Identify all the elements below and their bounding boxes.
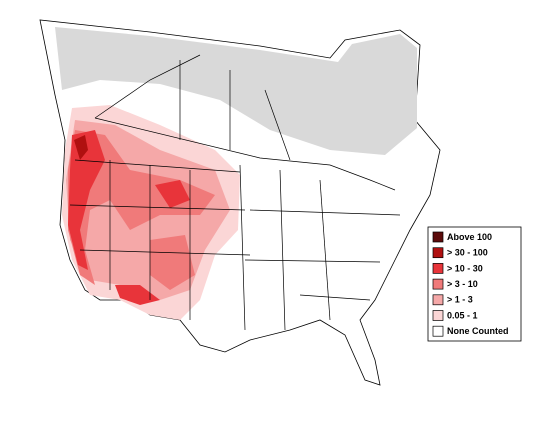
legend-label: None Counted xyxy=(447,326,509,336)
legend-swatch xyxy=(432,310,444,321)
legend-label: Above 100 xyxy=(447,232,492,242)
legend-swatch xyxy=(432,278,444,290)
borders xyxy=(69,54,401,331)
legend-label: > 30 - 100 xyxy=(447,248,488,258)
legend-swatch xyxy=(432,247,444,259)
legend-label: > 10 - 30 xyxy=(447,263,483,273)
legend: Above 100 > 30 - 100 > 10 - 30 > 3 - 10 > 1 … xyxy=(432,231,509,337)
legend-swatch xyxy=(432,325,444,337)
abundance-areas xyxy=(62,105,240,320)
legend-label: 0.05 - 1 xyxy=(447,310,478,320)
legend-swatch xyxy=(432,231,444,243)
legend-label: > 3 - 10 xyxy=(447,279,478,289)
legend-box xyxy=(427,226,522,342)
legend-swatch xyxy=(432,294,444,306)
legend-swatch xyxy=(432,263,444,274)
no-data-region xyxy=(55,27,417,155)
legend-label: > 1 - 3 xyxy=(447,295,473,305)
